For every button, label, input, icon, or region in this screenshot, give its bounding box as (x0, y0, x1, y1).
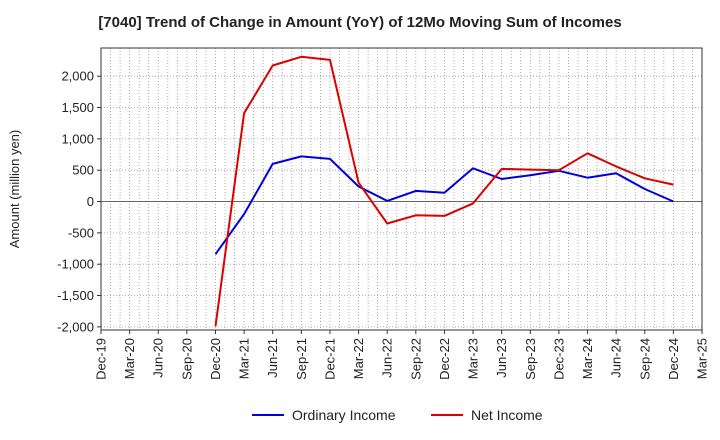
x-tick-label: Dec-19 (94, 338, 109, 380)
x-tick-label: Mar-20 (122, 338, 137, 379)
y-tick-label: 0 (87, 194, 94, 209)
x-tick-label: Sep-24 (637, 338, 652, 380)
x-tick-label: Mar-22 (351, 338, 366, 379)
y-tick-label: 1,000 (61, 131, 94, 146)
x-tick-label: Mar-24 (580, 338, 595, 379)
x-tick-label: Sep-20 (179, 338, 194, 380)
y-tick-label: -1,000 (57, 257, 94, 272)
series-line-ordinary-income (214, 155, 674, 255)
x-tick-label: Mar-21 (237, 338, 252, 379)
y-tick-label: -1,500 (57, 288, 94, 303)
plot-area (101, 48, 702, 330)
series-line-net-income (214, 55, 674, 327)
x-tick-label: Sep-21 (294, 338, 309, 380)
y-tick-label: 500 (72, 163, 94, 178)
x-tick-label: Dec-21 (322, 338, 337, 380)
y-axis-label: Amount (million yen) (7, 130, 22, 249)
x-tick-label: Jun-21 (265, 338, 280, 378)
x-tick-label: Sep-22 (408, 338, 423, 380)
x-tick-label: Jun-24 (609, 338, 624, 378)
x-tick-label: Jun-23 (494, 338, 509, 378)
axes: 2,000 1,500 1,000 500 0 -500 -1,000 -1,500 -2,00… (7, 47, 710, 380)
x-tick-label: Jun-22 (380, 338, 395, 378)
y-tick-label: -500 (68, 225, 94, 240)
grid (100, 48, 703, 330)
x-tick-label: Dec-24 (666, 338, 681, 380)
series (214, 55, 674, 327)
x-tick-label: Dec-23 (551, 338, 566, 380)
legend: Ordinary Income Net Income (252, 407, 543, 423)
x-tick-label: Jun-20 (151, 338, 166, 378)
legend-label-ordinary-income: Ordinary Income (292, 407, 396, 423)
y-tick-label: 1,500 (61, 100, 94, 115)
x-tick-label: Dec-20 (208, 338, 223, 380)
x-tick-label: Dec-22 (437, 338, 452, 380)
x-tick-label: Mar-25 (695, 338, 710, 379)
x-tick-label: Sep-23 (523, 338, 538, 380)
x-tick-label: Mar-23 (466, 338, 481, 379)
chart-title: [7040] Trend of Change in Amount (YoY) o… (98, 14, 622, 31)
plot-frame (100, 47, 703, 331)
y-tick-label: 2,000 (61, 69, 94, 84)
y-tick-label: -2,000 (57, 319, 94, 334)
legend-label-net-income: Net Income (471, 407, 543, 423)
